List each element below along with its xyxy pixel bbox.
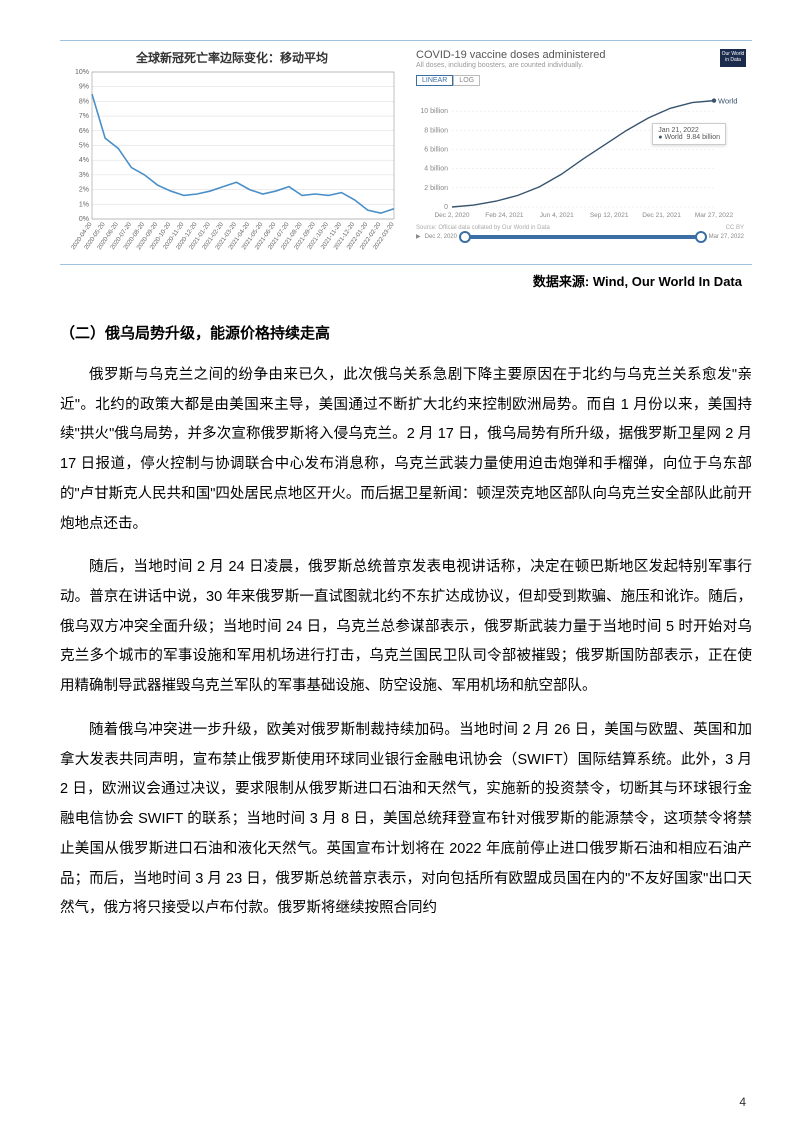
tooltip-value: 9.84 billion (687, 134, 720, 141)
data-source: 数据来源: Wind, Our World In Data (60, 271, 752, 290)
chart-vaccine-doses: Our World in Data COVID-19 vaccine doses… (408, 45, 752, 260)
charts-row: 全球新冠死亡率边际变化：移动平均 0%1%2%3%4%5%6%7%8%9%10%… (60, 40, 752, 265)
svg-text:0: 0 (444, 204, 448, 211)
svg-text:5%: 5% (79, 143, 89, 150)
slider-start: Dec 2, 2020 (425, 234, 457, 240)
scale-tabs: LINEAR LOG (416, 75, 480, 86)
svg-text:Dec 2, 2020: Dec 2, 2020 (434, 212, 469, 219)
chart-right-svg: 0 2 billion 4 billion 6 billion 8 billion 10 … (408, 88, 748, 223)
chart-right-footer: Source: Official data collated by Our Wo… (408, 223, 752, 231)
chart-tooltip: Jan 21, 2022 ● World 9.84 billion (652, 123, 726, 145)
svg-text:2 billion: 2 billion (424, 185, 448, 192)
paragraph: 俄罗斯与乌克兰之间的纷争由来已久，此次俄乌关系急剧下降主要原因在于北约与乌克兰关… (60, 361, 752, 539)
body-text: 俄罗斯与乌克兰之间的纷争由来已久，此次俄乌关系急剧下降主要原因在于北约与乌克兰关… (60, 361, 752, 924)
svg-text:6 billion: 6 billion (424, 147, 448, 154)
section-heading: （二）俄乌局势升级，能源价格持续走高 (60, 320, 752, 347)
slider-track[interactable] (461, 235, 705, 239)
svg-text:7%: 7% (79, 113, 89, 120)
svg-text:8%: 8% (79, 98, 89, 105)
svg-text:2%: 2% (79, 187, 89, 194)
svg-text:3%: 3% (79, 172, 89, 179)
paragraph: 随后，当地时间 2 月 24 日凌晨，俄罗斯总统普京发表电视讲话称，决定在顿巴斯… (60, 553, 752, 702)
owid-logo: Our World in Data (720, 49, 746, 67)
tooltip-series: World (664, 134, 682, 141)
svg-text:9%: 9% (79, 84, 89, 91)
tooltip-date: Jan 21, 2022 (658, 127, 720, 134)
time-slider[interactable]: ▶ Dec 2, 2020 Mar 27, 2022 (408, 231, 752, 240)
svg-text:8 billion: 8 billion (424, 127, 448, 134)
svg-text:Sep 12, 2021: Sep 12, 2021 (590, 212, 629, 219)
footer-source: Source: Official data collated by Our Wo… (416, 225, 550, 231)
svg-text:Feb 24, 2021: Feb 24, 2021 (485, 212, 524, 219)
svg-text:4 billion: 4 billion (424, 166, 448, 173)
svg-text:Jun 4, 2021: Jun 4, 2021 (540, 212, 574, 219)
page-number: 4 (739, 1095, 746, 1109)
svg-text:World: World (718, 97, 737, 106)
svg-text:10 billion: 10 billion (420, 108, 448, 115)
svg-text:4%: 4% (79, 157, 89, 164)
chart-covid-mortality: 全球新冠死亡率边际变化：移动平均 0%1%2%3%4%5%6%7%8%9%10%… (60, 45, 404, 260)
svg-text:10%: 10% (75, 69, 89, 76)
paragraph: 随着俄乌冲突进一步升级，欧美对俄罗斯制裁持续加码。当地时间 2 月 26 日，美… (60, 716, 752, 924)
slider-end: Mar 27, 2022 (709, 234, 744, 240)
tab-linear[interactable]: LINEAR (416, 75, 453, 86)
svg-text:Dec 21, 2021: Dec 21, 2021 (642, 212, 681, 219)
chart-left-title: 全球新冠死亡率边际变化：移动平均 (60, 45, 404, 66)
chart-left-svg: 0%1%2%3%4%5%6%7%8%9%10%2020-04-202020-05… (60, 66, 400, 261)
chart-right-subtitle: All doses, including boosters, are count… (408, 61, 752, 69)
svg-text:1%: 1% (79, 201, 89, 208)
chart-right-title: COVID-19 vaccine doses administered (408, 45, 752, 61)
footer-license: CC BY (726, 225, 744, 231)
play-icon[interactable]: ▶ (416, 233, 421, 240)
svg-text:Mar 27, 2022: Mar 27, 2022 (695, 212, 734, 219)
tab-log[interactable]: LOG (453, 75, 480, 86)
svg-text:6%: 6% (79, 128, 89, 135)
